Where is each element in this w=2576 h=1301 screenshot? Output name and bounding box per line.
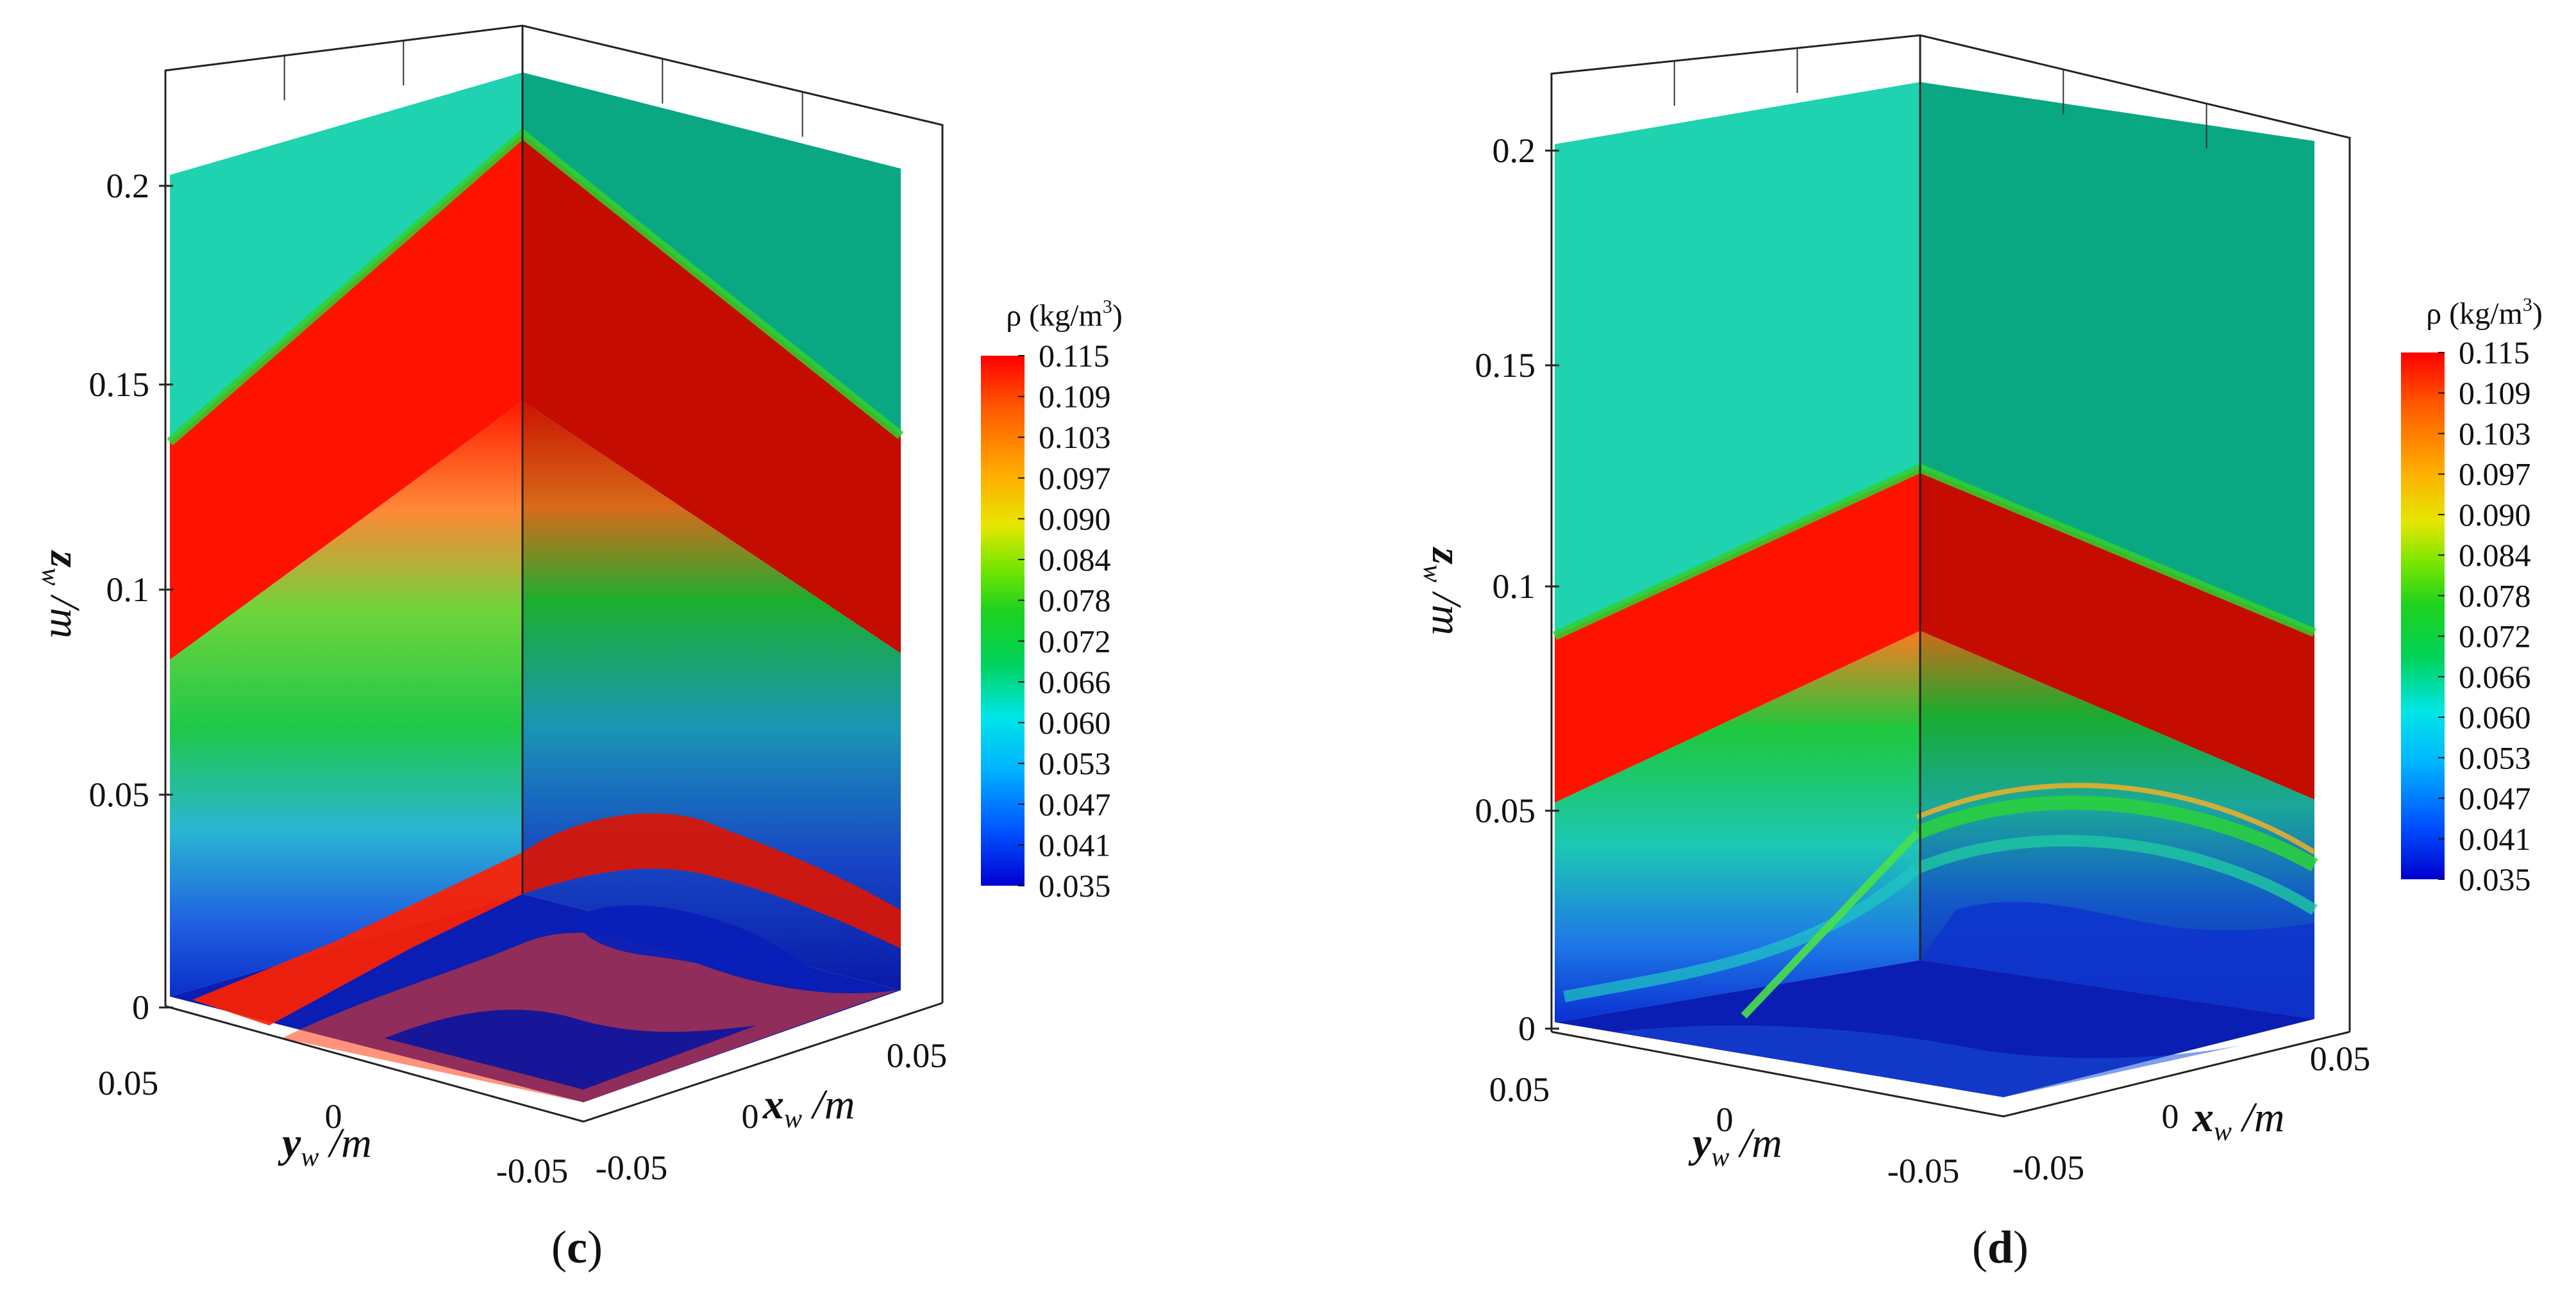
z-axis-label: zw /m: [1418, 547, 1470, 635]
left-face-shocked: [1555, 468, 1920, 803]
z-tick-label: 0.05: [1475, 791, 1536, 830]
colorbar-tick-label: 0.041: [2459, 821, 2531, 857]
x-tick-label: -0.05: [596, 1148, 667, 1187]
panel-caption: (c): [551, 1222, 603, 1273]
right-face-preshock: [523, 72, 901, 436]
y-tick-label: 0: [325, 1097, 342, 1136]
z-tick-label: 0: [1518, 1009, 1535, 1048]
left-face-preshock: [1555, 82, 1920, 636]
colorbar-title: ρ (kg/m3): [1006, 296, 1123, 333]
panel-0: 0 0.05 0.1 0.15 0.2 -0.05 0 0.05 0.05 0 -0.05 xw /m…: [36, 24, 1123, 1273]
x-tick-label: 0.05: [2310, 1040, 2371, 1078]
colorbar-tick-label: 0.041: [1039, 827, 1111, 863]
colorbar-tick-label: 0.060: [1039, 705, 1111, 741]
left-face-lower: [170, 401, 523, 997]
z-tick-label: 0.2: [106, 167, 150, 205]
box-frame-base: [1551, 1031, 2350, 1118]
floor-mixing: [1616, 1025, 2244, 1097]
colorbar-tick-label: 0.084: [2459, 537, 2531, 573]
colorbar-tick-label: 0.097: [1039, 460, 1111, 496]
shock-arc: [1916, 783, 2316, 855]
z-tick-label: 0.1: [106, 570, 150, 609]
y-tick-label: -0.05: [496, 1152, 568, 1190]
colorbar-tick-label: 0.078: [1039, 583, 1111, 618]
z-tick-label: 0.15: [1475, 346, 1536, 385]
colorbar-title: ρ (kg/m3): [2426, 294, 2543, 331]
colorbar-tick-label: 0.072: [1039, 623, 1111, 659]
z-axis-label: zw /m: [36, 550, 88, 638]
z-tick-label: 0: [132, 988, 149, 1027]
colorbar: [981, 356, 1025, 886]
x-tick-label: 0.05: [887, 1036, 948, 1075]
left-face-shocked: [170, 134, 523, 660]
colorbar-tick-label: 0.035: [1039, 868, 1111, 904]
z-tick-label: 0.1: [1493, 567, 1536, 606]
colorbar-tick-label: 0.060: [2459, 699, 2531, 735]
y-tick-label: -0.05: [1887, 1152, 1959, 1190]
colorbar-tick-label: 0.109: [1039, 379, 1111, 415]
colorbar: [2401, 352, 2445, 879]
floor-mixing: [282, 932, 898, 1102]
colorbar-tick-label: 0.090: [2459, 497, 2531, 533]
right-face-shocked: [523, 134, 901, 654]
y-tick-label: 0.05: [98, 1064, 159, 1102]
x-tick-label: 0: [742, 1097, 759, 1136]
mixing-patch: [523, 813, 901, 949]
mixing-patch: [192, 852, 523, 1025]
x-axis-label: xw /m: [762, 1081, 855, 1134]
colorbar-tick-label: 0.115: [1039, 338, 1110, 374]
right-face-shocked: [1920, 468, 2314, 800]
y-axis-label: yw /m: [278, 1120, 372, 1172]
z-tick-label: 0.2: [1493, 131, 1536, 170]
floor-mixing: [577, 905, 833, 993]
colorbar-tick-label: 0.047: [1039, 786, 1111, 822]
colorbar-tick-label: 0.072: [2459, 618, 2531, 654]
colorbar-tick-label: 0.053: [2459, 740, 2531, 775]
colorbar-tick-label: 0.097: [2459, 456, 2531, 492]
z-tick-label: 0.05: [89, 775, 150, 814]
lower-vortex: [1920, 902, 2314, 1019]
colorbar-tick-label: 0.109: [2459, 375, 2531, 411]
colorbar-tick-label: 0.066: [2459, 659, 2531, 695]
x-tick-label: -0.05: [2012, 1148, 2084, 1187]
panel-1: 0 0.05 0.1 0.15 0.2 -0.05 0 0.05 0.05 0 -0.05 xw /m…: [1418, 34, 2543, 1273]
z-tick-label: 0.15: [89, 365, 150, 404]
colorbar-tick-label: 0.103: [1039, 419, 1111, 455]
x-axis-label: xw /m: [2192, 1094, 2285, 1147]
box-frame-base: [165, 1002, 943, 1123]
colorbar-tick-label: 0.084: [1039, 542, 1111, 577]
colorbar-tick-label: 0.066: [1039, 664, 1111, 700]
colorbar-tick-label: 0.078: [2459, 577, 2531, 613]
x-tick-label: 0: [2162, 1097, 2179, 1136]
shock-arc: [1914, 795, 2318, 872]
colorbar-tick-label: 0.053: [1039, 745, 1111, 781]
colorbar-tick-label: 0.047: [2459, 781, 2531, 816]
y-axis-label: yw /m: [1688, 1120, 1782, 1172]
colorbar-tick-label: 0.090: [1039, 501, 1111, 536]
oblique-shock: [1741, 830, 1920, 1019]
right-face-preshock: [1920, 82, 2314, 633]
panel-caption: (d): [1972, 1222, 2028, 1273]
shock-arc: [1914, 834, 2318, 915]
shock-arc: [1563, 864, 1921, 1002]
colorbar-tick-label: 0.035: [2459, 861, 2531, 897]
floor-mixing: [385, 1009, 757, 1090]
left-face-preshock: [170, 72, 523, 442]
y-tick-label: 0: [1716, 1100, 1734, 1139]
colorbar-tick-label: 0.103: [2459, 415, 2531, 451]
y-tick-label: 0.05: [1489, 1070, 1550, 1109]
colorbar-tick-label: 0.115: [2459, 335, 2530, 370]
